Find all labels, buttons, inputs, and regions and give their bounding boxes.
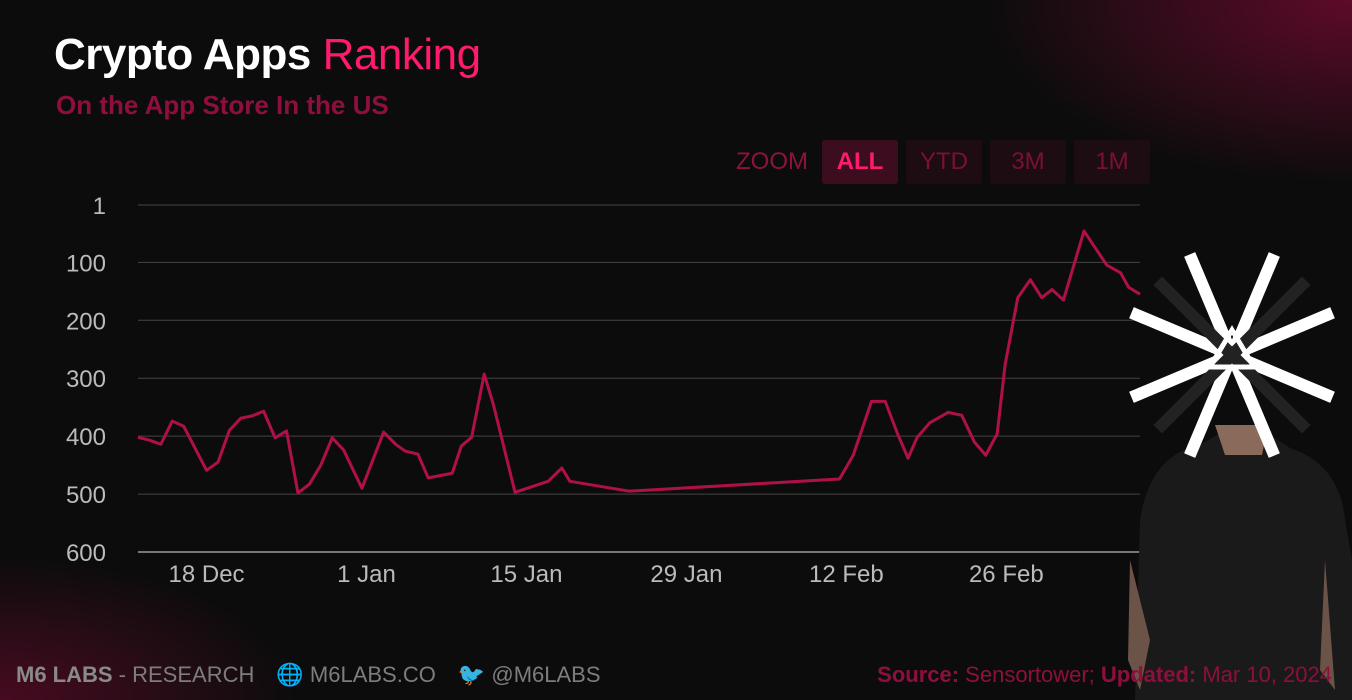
- zoom-controls: ZOOM ALL YTD 3M 1M: [718, 140, 1150, 184]
- x-tick-label: 18 Dec: [169, 561, 245, 588]
- website-link[interactable]: 🌐 M6LABS.CO: [276, 662, 436, 687]
- brand-label: M6 LABS - RESEARCH: [16, 662, 255, 687]
- title-main: Crypto Apps: [54, 30, 311, 79]
- chart-subtitle: On the App Store In the US: [56, 90, 389, 120]
- star-logo-icon: [1129, 252, 1335, 458]
- x-tick-label: 12 Feb: [809, 561, 884, 588]
- x-tick-label: 1 Jan: [337, 561, 396, 588]
- y-tick-label: 300: [66, 366, 106, 393]
- zoom-all-button[interactable]: ALL: [822, 140, 898, 184]
- y-tick-label: 1: [93, 193, 106, 220]
- y-tick-label: 100: [66, 250, 106, 277]
- footer: M6 LABS - RESEARCH 🌐 M6LABS.CO 🐦 @M6LABS: [16, 662, 601, 688]
- rank-series-line: [137, 229, 1141, 495]
- y-tick-label: 500: [66, 482, 106, 509]
- globe-icon: 🌐: [276, 662, 304, 687]
- title-accent: Ranking: [322, 30, 481, 79]
- person-body: [1135, 430, 1352, 700]
- twitter-icon: 🐦: [457, 662, 486, 687]
- y-tick-label: 400: [66, 424, 106, 451]
- zoom-3m-button[interactable]: 3M: [990, 140, 1066, 184]
- y-tick-label: 600: [66, 540, 106, 567]
- mascot-figure: [1128, 252, 1352, 700]
- x-tick-label: 26 Feb: [969, 561, 1044, 588]
- source-note: Source: Sensortower; Updated: Mar 10, 20…: [877, 662, 1332, 687]
- zoom-label: ZOOM: [736, 148, 808, 175]
- x-tick-label: 15 Jan: [490, 561, 562, 588]
- x-tick-label: 29 Jan: [650, 561, 722, 588]
- y-tick-label: 200: [66, 308, 106, 335]
- zoom-1m-button[interactable]: 1M: [1074, 140, 1150, 184]
- zoom-ytd-button[interactable]: YTD: [906, 140, 982, 184]
- chart-title: Crypto Apps Ranking: [54, 30, 481, 80]
- twitter-link[interactable]: 🐦 @M6LABS: [457, 662, 601, 687]
